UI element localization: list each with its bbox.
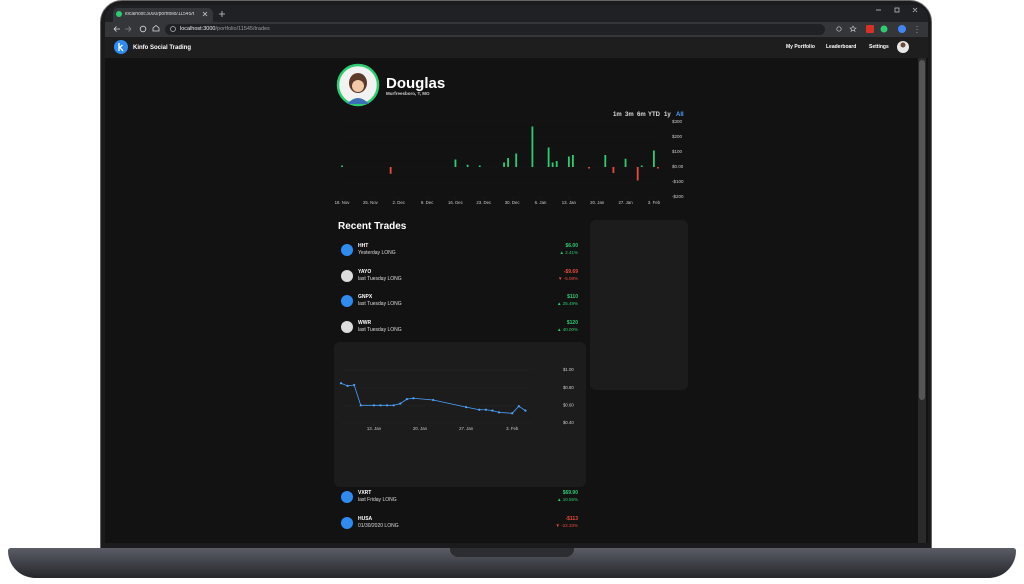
fill-price: $0.61 <box>565 448 578 454</box>
trade-symbol[interactable]: YAYO <box>358 269 372 275</box>
trade-when[interactable]: last Tuesday LONG <box>358 326 402 333</box>
range-button[interactable]: 1y <box>664 112 671 118</box>
stat-value: 43 <box>676 243 682 249</box>
explore-button[interactable]: Explore RMBL <box>340 461 384 474</box>
trade-symbol[interactable]: VXRT <box>358 490 372 496</box>
fill-date: 01/17/2020 <box>343 437 369 443</box>
summary-button[interactable]: Journal <box>598 325 682 337</box>
stat-value: 29 <box>676 257 682 263</box>
ticker-icon <box>341 321 353 333</box>
tab-strip <box>105 5 928 22</box>
fill-price: $0.70 <box>565 437 578 443</box>
summary-button[interactable]: Profit <box>598 305 682 317</box>
range-button[interactable]: All <box>676 112 684 118</box>
trade-change: ▲ 10.55% <box>557 496 578 502</box>
nav-link[interactable]: Leaderboard <box>826 44 857 50</box>
summary-button[interactable]: Positions <box>598 345 682 357</box>
ticker-icon <box>341 491 353 503</box>
trade-when[interactable]: last Friday LONG <box>358 496 397 503</box>
nav-link[interactable]: My Portfolio <box>786 44 815 50</box>
trade-symbol[interactable]: WWR <box>358 320 372 326</box>
nav-link[interactable]: Settings <box>869 44 889 50</box>
trade-amount: $120 <box>566 320 578 326</box>
trade-when[interactable]: Yesterday LONG <box>358 249 396 256</box>
trade-change: ▲ 2.41% <box>559 249 578 255</box>
trade-when[interactable]: 01/30/2020 LONG <box>358 522 399 529</box>
ticker-icon <box>341 517 353 529</box>
trade-amount: -$9.69 <box>563 269 578 275</box>
fill-date: last Friday <box>343 448 369 454</box>
stat-label: Losing Trades <box>598 271 632 277</box>
laptop-notch <box>450 548 574 557</box>
trade-change: ▼ -37.14% <box>555 352 578 358</box>
trade-change: ▼ -5.08% <box>558 275 578 281</box>
stat-label: Winning Trades <box>598 257 636 263</box>
trade-symbol[interactable]: GNPX <box>358 294 373 300</box>
profile-name: Douglas <box>386 75 446 92</box>
summary-name: Douglas <box>598 227 638 238</box>
url-path[interactable]: /portfolio/11545/trades <box>215 25 270 32</box>
trade-change: ▲ 40.00% <box>557 326 578 332</box>
ticker-icon <box>341 347 353 359</box>
summary-button[interactable]: Trades <box>598 365 682 377</box>
trade-change: ▲ 25.49% <box>557 300 578 306</box>
stat-value: 14 <box>676 271 682 277</box>
browser-tab[interactable] <box>113 8 213 22</box>
ticker-icon <box>341 295 353 307</box>
trade-amount: $69.90 <box>562 490 578 496</box>
trade-symbol[interactable]: RMBL <box>358 346 373 352</box>
ticker-icon <box>341 270 353 282</box>
trade-amount: -$113 <box>565 516 578 522</box>
section-title: Recent Trades <box>338 221 407 232</box>
trade-change: ▼ -22.33% <box>555 522 578 528</box>
address-field[interactable] <box>165 24 825 35</box>
trade-amount: -$87.60 <box>561 346 578 352</box>
trade-when[interactable]: last Tuesday LONG <box>358 300 402 307</box>
summary-button[interactable]: Performance <box>598 286 682 298</box>
trade-amount: $110 <box>567 294 578 300</box>
tab-title[interactable]: localhost:3000/portfolio/11545/t <box>125 11 195 17</box>
screen <box>105 5 928 543</box>
trade-when[interactable]: last Tuesday LONG <box>358 275 402 282</box>
fill-side: sell <box>455 448 464 454</box>
range-button[interactable]: 3m <box>625 112 634 118</box>
range-button[interactable]: YTD <box>648 112 660 118</box>
range-button[interactable]: 1m <box>613 112 622 118</box>
range-button[interactable]: 6m <box>637 112 646 118</box>
trade-symbol[interactable]: HUSA <box>358 516 373 522</box>
brand-name[interactable]: Kinfo Social Trading <box>133 44 192 51</box>
scrollbar-thumb[interactable] <box>919 60 925 400</box>
trade-when[interactable]: last Friday LONG <box>358 352 397 359</box>
ticker-icon <box>341 244 353 256</box>
profile-location: Murfreesboro, T, MO <box>386 91 430 96</box>
stat-label: Trades <box>598 243 615 249</box>
url-host[interactable]: localhost:3000 <box>180 25 216 32</box>
app-nav <box>105 37 928 58</box>
trade-symbol[interactable]: HHT <box>358 243 369 249</box>
fill-side: buy <box>455 437 464 443</box>
trade-amount: $6.00 <box>565 243 578 249</box>
